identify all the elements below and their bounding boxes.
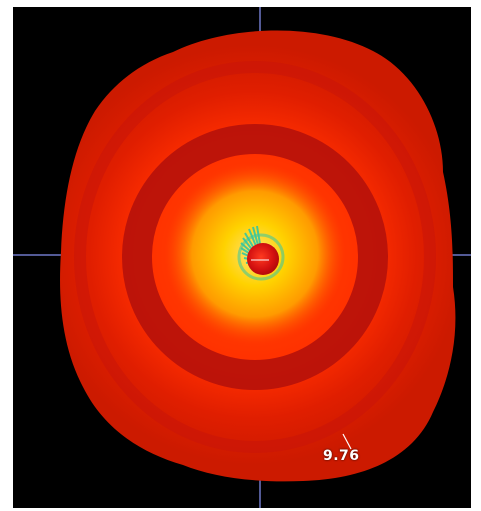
image-frame: 9.76 — [13, 7, 471, 508]
label-pointer — [342, 433, 352, 450]
outer-dark-ring — [74, 61, 436, 453]
radial-spectrum-image — [13, 7, 471, 508]
dark-red-ring — [122, 124, 388, 390]
red-core — [247, 243, 279, 275]
measurement-label: 9.76 — [323, 448, 360, 464]
